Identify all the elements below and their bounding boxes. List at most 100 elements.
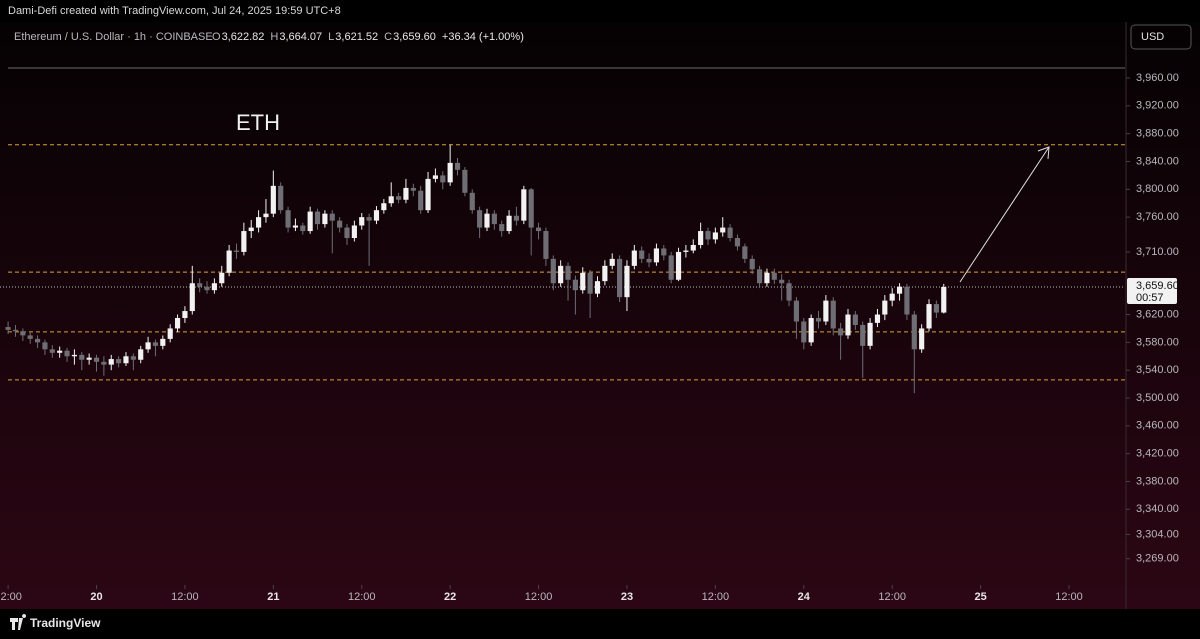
candle-body: [683, 250, 689, 252]
candle-body: [904, 286, 910, 315]
candle-body: [454, 162, 461, 170]
arrow-head: [1037, 146, 1050, 160]
legend-low: 3,621.52: [335, 31, 378, 43]
x-tick-label: 12:00: [348, 591, 376, 603]
y-tick-label: 3,460.00: [1136, 420, 1179, 432]
candle-body: [675, 251, 682, 280]
candle-body: [609, 258, 615, 266]
candle-body: [749, 258, 755, 270]
candle-body: [742, 246, 748, 259]
candle-body: [506, 215, 512, 232]
candle-body: [5, 327, 11, 330]
x-tick-label: 22: [444, 591, 456, 603]
candle-body: [477, 210, 483, 228]
candle-body: [174, 318, 181, 329]
candle-body: [801, 321, 807, 343]
candle-body: [359, 217, 365, 226]
y-tick-label: 3,840.00: [1136, 155, 1179, 167]
candle-body: [381, 203, 387, 211]
candle-body: [528, 189, 534, 228]
candle-body: [152, 342, 159, 346]
candle-body: [27, 335, 33, 339]
candle-body: [418, 190, 424, 211]
candle-body: [373, 210, 380, 221]
y-tick-label: 3,304.00: [1136, 528, 1179, 540]
candle-body: [64, 350, 70, 357]
candle-body: [116, 359, 122, 364]
candle-body: [602, 265, 608, 282]
candle-body: [720, 227, 726, 233]
candle-body: [278, 185, 284, 211]
candle-body: [941, 286, 947, 313]
y-tick-label: 3,380.00: [1136, 475, 1179, 487]
x-tick-label: 24: [798, 591, 811, 603]
candle-body: [499, 224, 505, 232]
candle-body: [86, 357, 92, 360]
candle-body: [624, 265, 630, 298]
candle-body: [852, 314, 858, 325]
arrow: [959, 146, 1050, 283]
candle-body: [145, 342, 151, 350]
legend-close: 3,659.60: [393, 31, 436, 43]
candle-body: [197, 283, 203, 287]
candle-body: [926, 304, 932, 329]
candle-body: [653, 248, 660, 263]
symbol: Ethereum / U.S. Dollar · 1h · COINBASE: [14, 31, 213, 43]
candle-body: [123, 356, 129, 364]
candle-body: [138, 349, 144, 360]
candle-body: [793, 300, 799, 322]
candle-body: [226, 250, 232, 273]
candle-body: [167, 328, 173, 339]
y-tick-label: 3,340.00: [1136, 503, 1179, 515]
candle-body: [130, 356, 136, 360]
candle-body: [337, 220, 343, 228]
candle-body: [314, 211, 321, 225]
footer: [0, 609, 1200, 639]
candle-body: [93, 357, 100, 362]
legend-change: +36.34 (+1.00%): [442, 31, 524, 43]
y-tick-label: 3,760.00: [1136, 211, 1179, 223]
candle-body: [256, 217, 262, 228]
candle-body: [307, 211, 313, 232]
candle-body: [263, 213, 269, 218]
candle-body: [617, 258, 623, 298]
y-tick-label: 3,500.00: [1136, 392, 1179, 404]
candle-body: [513, 215, 520, 221]
candle-body: [668, 255, 674, 280]
last-price-label: 3,659.60: [1136, 280, 1179, 292]
candle-body: [233, 250, 240, 252]
candle-body: [631, 250, 637, 266]
candle-body: [432, 175, 438, 179]
candle-body: [823, 300, 829, 322]
candle-body: [698, 231, 704, 245]
candle-body: [469, 192, 475, 211]
candle-body: [565, 265, 571, 280]
candle-body: [248, 227, 254, 232]
y-tick-label: 3,960.00: [1136, 72, 1179, 84]
candle-body: [860, 324, 866, 346]
candle-body: [712, 232, 718, 240]
countdown: 00:57: [1136, 292, 1164, 304]
candle-body: [690, 244, 696, 251]
last-price-box: [1127, 277, 1177, 304]
y-tick-label: 3,800.00: [1136, 183, 1179, 195]
candle-body: [779, 279, 785, 284]
candle-body: [34, 338, 41, 343]
candle-body: [491, 213, 497, 225]
candle-body: [521, 189, 527, 221]
legend-l: L: [328, 31, 334, 43]
candle-body: [550, 258, 556, 284]
candle-body: [160, 338, 166, 346]
ohlc-legend: O 3,622.82 H 3,664.07 L 3,621.52 C 3,659.60 +36.…: [212, 31, 524, 43]
candle-body: [71, 354, 77, 357]
legend-o: O: [212, 31, 221, 43]
currency[interactable]: USD: [1141, 31, 1164, 43]
candle-body: [410, 187, 416, 191]
x-tick-label: 23: [621, 591, 633, 603]
candle-body: [646, 258, 652, 263]
x-tick-label: 12:00: [878, 591, 906, 603]
candle-body: [20, 331, 26, 336]
currency-box[interactable]: [1130, 24, 1192, 50]
candle-body: [882, 300, 888, 315]
candle-body: [639, 250, 645, 259]
